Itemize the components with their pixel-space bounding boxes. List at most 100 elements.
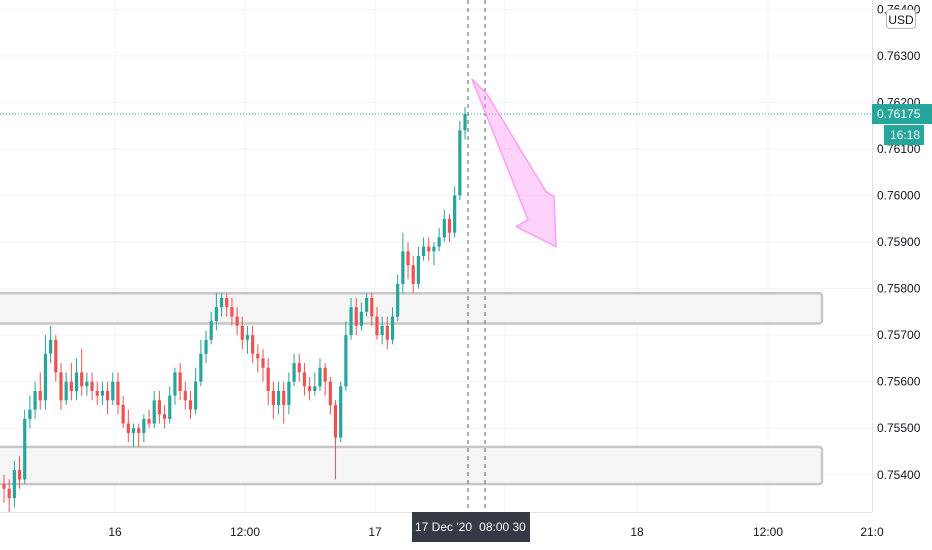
candle-up	[442, 209, 446, 243]
candle-down	[7, 479, 11, 512]
candle-body	[261, 358, 265, 368]
x-tick-label: 12:00	[230, 525, 260, 539]
candle-body	[240, 325, 244, 340]
candle-body	[318, 367, 322, 387]
x-tick-label: 18	[630, 525, 644, 539]
candle-body	[380, 325, 384, 336]
candle-down	[137, 423, 141, 447]
candle-body	[131, 428, 136, 433]
candle-body	[90, 381, 94, 391]
candle-up	[152, 390, 156, 429]
candle-body	[152, 400, 156, 424]
countdown-label: 16:18	[890, 128, 920, 142]
candle-body	[85, 381, 89, 387]
candle-body	[411, 265, 415, 284]
candle-up	[292, 353, 296, 387]
candle-up	[401, 232, 405, 294]
candle-body	[333, 404, 338, 438]
candle-body	[95, 390, 99, 396]
candle-body	[28, 409, 32, 419]
candle-down	[266, 358, 270, 405]
candle-body	[162, 414, 167, 419]
candle-body	[225, 297, 229, 308]
candle-down	[162, 404, 167, 429]
candle-body	[157, 400, 161, 415]
price-axis-bg	[872, 0, 932, 550]
candle-down	[256, 344, 260, 373]
crosshair-date-badge	[412, 512, 475, 542]
candle-body	[116, 381, 120, 405]
candle-body	[235, 316, 239, 326]
candle-body	[199, 353, 203, 382]
candle-body	[442, 218, 446, 238]
candle-down	[308, 377, 312, 401]
candle-body	[183, 390, 187, 401]
candle-body	[427, 246, 431, 252]
candle-body	[458, 130, 462, 196]
candle-body	[416, 256, 420, 284]
cursor-time-label: 08:00 30	[479, 520, 526, 534]
candle-down	[95, 381, 99, 405]
candle-down	[17, 456, 22, 489]
candle-up	[276, 381, 281, 415]
candle-body	[370, 297, 374, 317]
candle-body	[344, 335, 348, 387]
candle-up	[437, 228, 441, 252]
candle-body	[245, 335, 250, 340]
candle-body	[396, 283, 400, 317]
price-axis[interactable]: 0.75400 0.75500 0.75600 0.75700 0.75800 0.759…	[872, 0, 932, 550]
candle-up	[74, 358, 79, 401]
candle-up	[432, 242, 436, 266]
x-tick-label: 12:00	[753, 525, 783, 539]
candle-down	[323, 363, 327, 396]
candle-body	[230, 307, 234, 317]
candle-down	[188, 390, 193, 419]
x-tick-label: 17	[368, 525, 382, 539]
candle-down	[261, 349, 265, 382]
candle-up	[318, 358, 322, 391]
candle-body	[33, 390, 37, 410]
candle-body	[328, 381, 332, 405]
candle-down	[225, 293, 229, 317]
candle-body	[437, 237, 441, 247]
candle-down	[354, 297, 358, 336]
grid-lines	[0, 0, 872, 512]
arrow-shape	[471, 78, 557, 248]
y-tick-label: 0.76000	[877, 188, 921, 202]
candle-body	[49, 339, 53, 354]
candle-down	[328, 377, 332, 415]
candle-up	[209, 311, 213, 345]
candle-body	[209, 321, 213, 340]
candle-body	[251, 335, 255, 354]
candle-body	[168, 395, 172, 419]
candle-up	[421, 237, 426, 261]
candle-up	[111, 372, 115, 405]
candle-up	[23, 409, 27, 485]
candle-body	[204, 339, 208, 354]
candle-up	[12, 460, 16, 508]
y-tick-label: 0.75600	[877, 375, 921, 389]
candle-body	[432, 246, 436, 252]
candle-up	[49, 325, 53, 364]
y-tick-label: 0.75400	[877, 468, 921, 482]
candle-body	[276, 390, 281, 405]
candle-up	[194, 367, 198, 415]
candle-body	[173, 372, 177, 396]
last-price-label: 0.76175	[877, 107, 921, 121]
y-tick-label: 0.76300	[877, 49, 921, 63]
candle-down	[406, 242, 410, 280]
candle-body	[375, 316, 379, 336]
candle-body	[12, 470, 16, 499]
candle-up	[359, 302, 364, 331]
candle-up	[287, 372, 291, 415]
candle-body	[339, 386, 343, 438]
candle-up	[85, 372, 89, 396]
currency-button[interactable]: USD	[886, 9, 916, 29]
candle-down	[251, 325, 255, 364]
candle-body	[147, 418, 151, 424]
candle-up	[214, 293, 218, 331]
candle-down	[447, 214, 452, 243]
candle-down	[116, 372, 120, 415]
